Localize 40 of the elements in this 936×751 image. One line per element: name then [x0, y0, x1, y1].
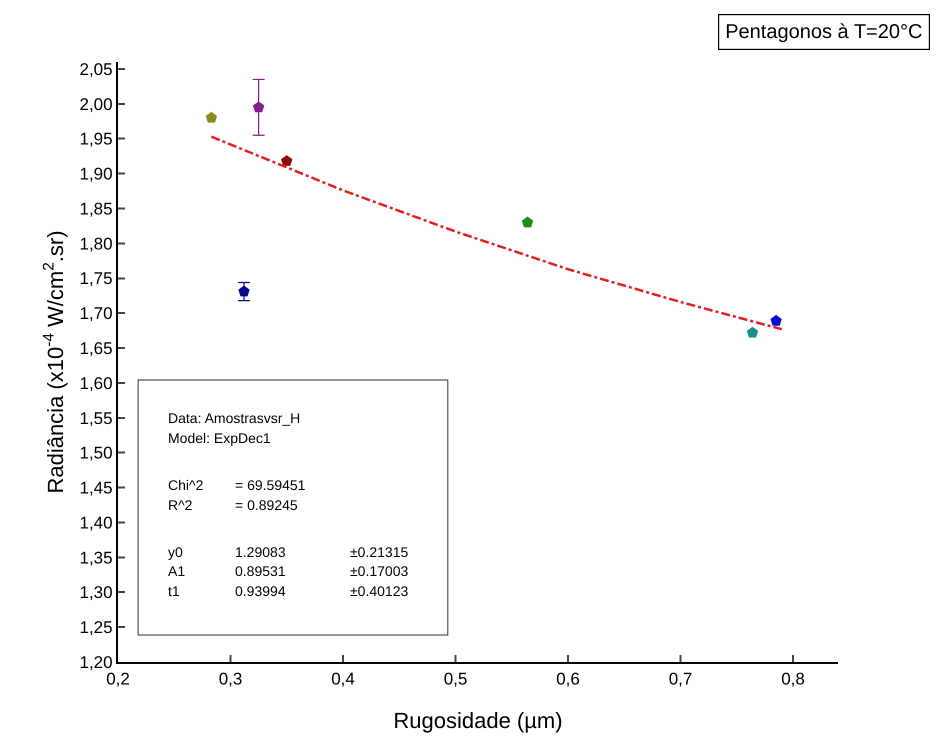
y-tick-label: 2,00 — [80, 94, 113, 114]
x-tick-label: 0,2 — [106, 669, 130, 688]
annotation: Data: Amostrasvsr_H — [168, 410, 300, 426]
y-tick-label: 1,60 — [80, 374, 113, 393]
text: t1 0.93994 ±0.40123 — [168, 583, 408, 599]
y-tick-label: 1,45 — [80, 478, 113, 498]
y-tick-label: 1,35 — [80, 548, 113, 568]
y-tick-label: 1,40 — [80, 513, 113, 532]
point — [281, 155, 292, 166]
point — [746, 326, 758, 338]
y-tick-label: 1,50 — [80, 444, 113, 463]
y-tick-label: 1,65 — [80, 339, 113, 358]
text: A1 0.89531 ±0.17003 — [168, 563, 408, 579]
text: Chi^2 = 69.59451 — [168, 477, 306, 493]
y-tick-label: 1,20 — [80, 652, 113, 672]
x-tick-label: 0,3 — [218, 669, 242, 688]
point — [206, 112, 218, 123]
y-tick-label: 1,85 — [80, 199, 113, 218]
y-tick-label: 1,30 — [80, 583, 113, 602]
annotation: Model: ExpDec1 — [168, 430, 271, 446]
x-axis-title: Rugosidade (µm) — [393, 708, 563, 733]
y-tick-label: 1,95 — [80, 130, 113, 149]
y-tick-label: 1,75 — [80, 269, 113, 288]
x-tick-label: 0,7 — [668, 669, 692, 688]
x-tick-label: 0,5 — [444, 669, 468, 688]
x-tick-label: 0,8 — [781, 669, 805, 688]
y-tick-label: 1,25 — [80, 618, 113, 638]
point — [770, 314, 782, 326]
y-tick-label: 2,05 — [80, 60, 113, 79]
chart-title: Pentagonos à T=20°C — [725, 21, 922, 44]
y-tick-label: 1,70 — [80, 304, 113, 324]
x-tick-label: 0,6 — [556, 669, 580, 688]
y-tick-label: 1,80 — [80, 234, 113, 254]
y-tick-label: 1,55 — [80, 408, 113, 428]
text: R^2 = 0.89245 — [168, 497, 298, 513]
point — [522, 216, 534, 228]
x-tick-label: 0,4 — [331, 669, 355, 688]
line-series — [210, 135, 783, 330]
y-tick-label: 1,90 — [80, 164, 113, 184]
text: y0 1.29083 ±0.21315 — [168, 544, 408, 560]
